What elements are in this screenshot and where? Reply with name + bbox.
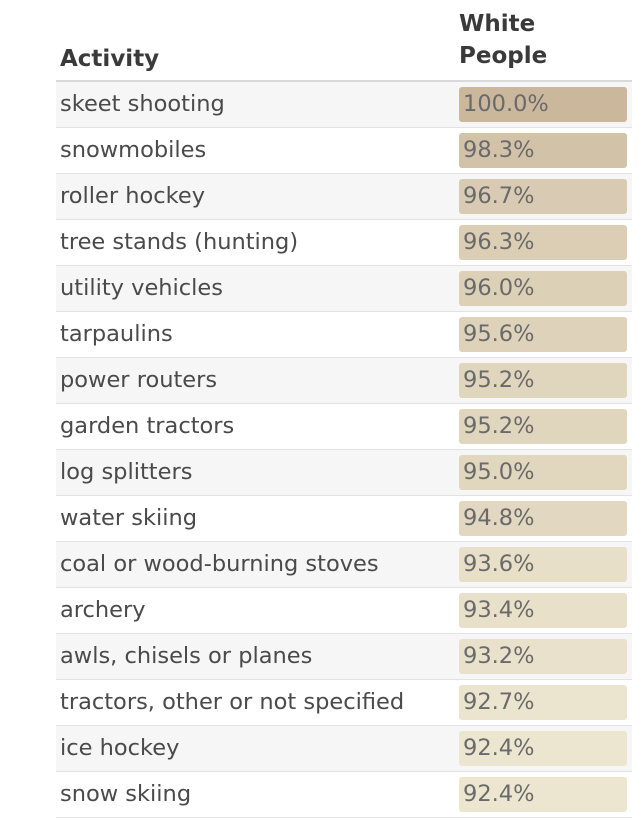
percent-cell-shading <box>459 685 627 720</box>
table-row: water skiing 94.8% <box>56 496 632 542</box>
percent-cell: 95.2% <box>463 413 535 439</box>
table-row: power routers 95.2% <box>56 358 632 404</box>
table-row: log splitters 95.0% <box>56 450 632 496</box>
activity-cell: coal or wood-burning stoves <box>60 551 379 577</box>
activity-cell: log splitters <box>60 459 193 485</box>
table-body: skeet shooting 100.0% snowmobiles 98.3% roll… <box>56 82 632 818</box>
percent-cell-shading <box>459 317 627 352</box>
table-row: snow skiing 92.4% <box>56 772 632 818</box>
percent-cell-shading <box>459 501 627 536</box>
activity-cell: snow skiing <box>60 781 192 807</box>
table-row: roller hockey 96.7% <box>56 174 632 220</box>
percent-column-header: Percent White People <box>459 0 631 72</box>
percent-cell: 96.7% <box>463 183 535 209</box>
percent-cell: 92.4% <box>463 781 535 807</box>
activity-cell: tarpaulins <box>60 321 173 347</box>
activity-cell: power routers <box>60 367 218 393</box>
table-row: tarpaulins 95.6% <box>56 312 632 358</box>
activity-cell: awls, chisels or planes <box>60 643 313 669</box>
activity-cell: tractors, other or not specified <box>60 689 405 715</box>
table-row: utility vehicles 96.0% <box>56 266 632 312</box>
activity-cell: roller hockey <box>60 183 206 209</box>
activity-column-header: Activity <box>60 46 160 72</box>
percent-cell-shading <box>459 179 627 214</box>
percent-cell-shading <box>459 225 627 260</box>
table-row: awls, chisels or planes 93.2% <box>56 634 632 680</box>
percent-cell: 96.0% <box>463 275 535 301</box>
percent-cell-shading <box>459 87 627 122</box>
table-row: snowmobiles 98.3% <box>56 128 632 174</box>
percent-cell-shading <box>459 271 627 306</box>
percent-cell: 93.2% <box>463 643 535 669</box>
table-row: garden tractors 95.2% <box>56 404 632 450</box>
percent-cell: 98.3% <box>463 137 535 163</box>
percent-cell-shading <box>459 363 627 398</box>
percent-cell-shading <box>459 593 627 628</box>
data-table: Activity Percent White People skeet shoo… <box>56 0 632 818</box>
table-row: coal or wood-burning stoves 93.6% <box>56 542 632 588</box>
percent-header-line1: Percent <box>459 0 631 8</box>
percent-cell: 95.2% <box>463 367 535 393</box>
percent-cell: 93.4% <box>463 597 535 623</box>
table-row: tree stands (hunting) 96.3% <box>56 220 632 266</box>
percent-cell: 100.0% <box>463 91 549 117</box>
table-row: archery 93.4% <box>56 588 632 634</box>
percent-cell: 95.0% <box>463 459 535 485</box>
activity-cell: utility vehicles <box>60 275 223 301</box>
activity-cell: water skiing <box>60 505 198 531</box>
table-row: ice hockey 92.4% <box>56 726 632 772</box>
percent-cell: 93.6% <box>463 551 535 577</box>
percent-cell: 94.8% <box>463 505 535 531</box>
activity-cell: archery <box>60 597 146 623</box>
activity-cell: snowmobiles <box>60 137 207 163</box>
activity-cell: garden tractors <box>60 413 235 439</box>
percent-cell-shading <box>459 455 627 490</box>
table-row: skeet shooting 100.0% <box>56 82 632 128</box>
table-row: tractors, other or not specified 92.7% <box>56 680 632 726</box>
percent-header-line2: White People <box>459 11 548 69</box>
activity-cell: ice hockey <box>60 735 180 761</box>
percent-cell: 95.6% <box>463 321 535 347</box>
percent-cell-shading <box>459 777 627 812</box>
activity-cell: tree stands (hunting) <box>60 229 299 255</box>
percent-cell: 92.7% <box>463 689 535 715</box>
percent-cell: 92.4% <box>463 735 535 761</box>
percent-cell-shading <box>459 133 627 168</box>
table-header: Activity Percent White People <box>56 0 632 82</box>
percent-cell-shading <box>459 639 627 674</box>
percent-cell-shading <box>459 547 627 582</box>
activity-cell: skeet shooting <box>60 91 225 117</box>
percent-cell: 96.3% <box>463 229 535 255</box>
percent-cell-shading <box>459 409 627 444</box>
percent-cell-shading <box>459 731 627 766</box>
